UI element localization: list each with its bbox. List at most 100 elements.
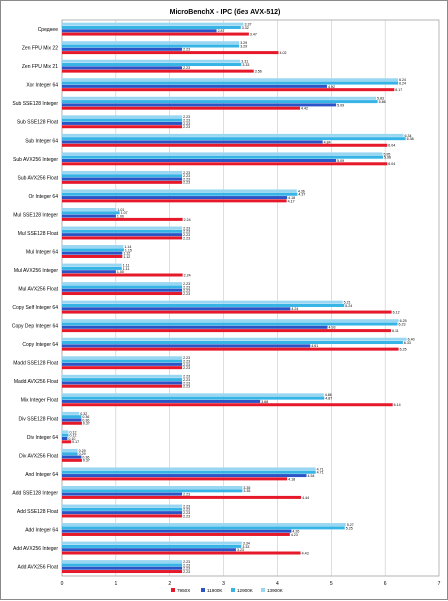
legend-swatch: [171, 588, 175, 592]
category-label: Div SSE128 Float: [19, 416, 59, 422]
data-label: 0.37: [83, 459, 90, 463]
x-tick-label: 6: [384, 581, 387, 587]
category-label: Sub SSE128 Integer: [12, 101, 58, 107]
x-tick-label: 7: [438, 581, 441, 587]
bar: [62, 541, 242, 545]
data-label: 6.11: [392, 329, 399, 333]
bar: [62, 69, 254, 73]
bar: [62, 133, 404, 137]
data-label: 4.17: [288, 199, 295, 203]
data-label: 4.71: [317, 467, 324, 471]
data-label: 2.23: [183, 385, 190, 389]
data-label: 2.23: [183, 375, 190, 379]
bar: [62, 25, 241, 29]
bar: [62, 455, 82, 459]
bar: [62, 566, 183, 570]
bar: [62, 356, 183, 360]
data-label: 0.10: [68, 437, 75, 441]
data-label: 4.24: [291, 307, 298, 311]
bar: [62, 192, 298, 196]
bar: [62, 199, 287, 203]
bar: [62, 273, 183, 277]
bar: [62, 344, 311, 348]
chart-title: MicroBenchX - IPC (без AVX-512): [170, 8, 281, 16]
category-label: Copy Dep Integer 64: [12, 324, 58, 330]
data-label: 1.12: [123, 252, 130, 256]
data-label: 0.12: [69, 434, 76, 438]
category-label: Copy Integer 64: [22, 342, 58, 348]
bar: [62, 189, 297, 193]
data-label: 1.01: [117, 208, 124, 212]
bar: [62, 288, 183, 292]
category-label: And Integer 64: [25, 472, 58, 478]
data-label: 2.23: [183, 292, 190, 296]
bar: [62, 78, 399, 82]
bar: [62, 177, 183, 181]
data-label: 0.12: [69, 430, 76, 434]
bar: [62, 378, 183, 382]
data-label: 2.23: [183, 363, 190, 367]
bar: [62, 526, 345, 530]
bar: [62, 214, 116, 218]
bar: [62, 155, 383, 159]
data-label: 3.31: [241, 60, 248, 64]
bar: [62, 226, 183, 230]
data-label: 0.36: [82, 418, 89, 422]
bar: [62, 125, 183, 129]
bar: [62, 84, 327, 88]
bar: [62, 143, 388, 147]
bar: [62, 411, 80, 415]
data-label: 2.23: [183, 381, 190, 385]
bar: [62, 381, 183, 385]
bar: [62, 121, 183, 125]
bar: [62, 254, 123, 258]
data-label: 6.23: [399, 322, 406, 326]
category-label: Zen FPU Mix 22: [22, 46, 58, 52]
bar: [62, 162, 388, 166]
data-label: 4.86: [325, 393, 332, 397]
bar: [62, 63, 242, 67]
data-label: 6.24: [399, 78, 406, 82]
data-label: 3.56: [255, 70, 262, 74]
bar: [62, 174, 183, 178]
bar: [62, 347, 399, 351]
bar: [62, 285, 183, 289]
bar: [62, 106, 301, 110]
data-label: 0.29: [79, 449, 86, 453]
data-label: 2.23: [183, 560, 190, 564]
bar: [62, 263, 122, 267]
bar: [62, 374, 183, 378]
data-label: 4.54: [308, 474, 315, 478]
data-label: 4.61: [311, 344, 318, 348]
data-label: 2.23: [183, 233, 190, 237]
data-label: 4.37: [298, 193, 305, 197]
data-label: 2.23: [183, 511, 190, 515]
data-label: 6.25: [400, 319, 407, 323]
data-label: 2.23: [183, 226, 190, 230]
data-label: 3.68: [261, 400, 268, 404]
bar: [62, 300, 343, 304]
data-label: 2.23: [183, 504, 190, 508]
data-label: 0.17: [72, 440, 79, 444]
data-label: 4.92: [328, 85, 335, 89]
data-label: 6.12: [393, 310, 400, 314]
bar: [62, 415, 82, 419]
legend-label: 11900K: [207, 588, 223, 593]
bar: [62, 266, 122, 270]
bar: [62, 325, 328, 329]
data-label: 2.23: [183, 378, 190, 382]
data-label: 6.04: [388, 144, 395, 148]
plot-area: 0 1 2 3 4 5 6 7 Среднее 3.373.32 2.87 3.47 Zen FPU M…: [12, 19, 441, 587]
bar: [62, 66, 183, 70]
bar: [62, 437, 68, 440]
data-label: 2.23: [183, 359, 190, 363]
data-label: 2.23: [183, 289, 190, 293]
bar: [62, 307, 291, 311]
bar: [62, 51, 279, 55]
bar: [62, 170, 183, 174]
bar: [62, 22, 244, 26]
data-label: 6.14: [394, 403, 401, 407]
data-label: 4.44: [302, 496, 309, 500]
x-tick-label: 4: [276, 581, 279, 587]
data-label: 2.23: [183, 230, 190, 234]
